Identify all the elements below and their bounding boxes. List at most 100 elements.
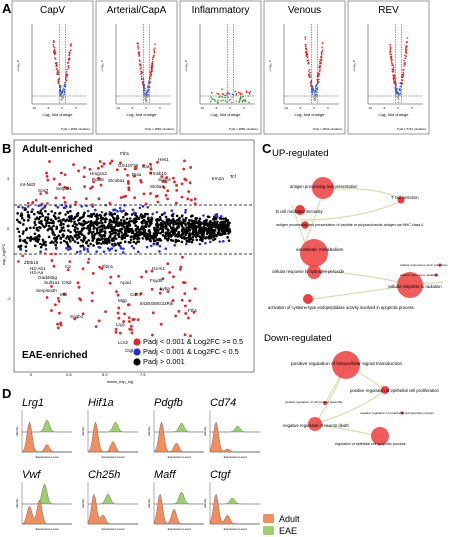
volcano-point [140, 78, 143, 81]
ma-xtick-75: 7.5 [140, 372, 146, 377]
ma-point [53, 236, 57, 240]
ma-point [127, 240, 131, 244]
node-cysteine-endopeptidase [303, 294, 313, 304]
ma-point [163, 236, 167, 240]
ma-point [179, 265, 183, 269]
ma-gene-label: Mgp [118, 298, 127, 303]
ma-point [50, 226, 53, 230]
ma-point [134, 229, 138, 232]
volcano-point [62, 89, 64, 91]
ma-point [188, 218, 191, 222]
ma-point [108, 281, 112, 285]
ma-point [117, 316, 121, 320]
volcano-total: Total = 4886 variables [229, 127, 259, 131]
ma-point [117, 274, 120, 278]
ma-point [44, 243, 48, 247]
ma-point [96, 214, 99, 217]
ma-point [188, 233, 191, 237]
ma-point [48, 221, 52, 225]
ma-point [150, 236, 154, 239]
ma-point [132, 174, 136, 178]
ridge-gene-title: Pdgfb [154, 397, 183, 409]
ma-point [94, 325, 98, 328]
ma-gene-label: Hes1 [158, 157, 169, 162]
term-mhc-class-ii: antigen processing and presentation of p… [276, 223, 423, 227]
volcano-point [151, 60, 154, 63]
ma-point [53, 215, 57, 219]
ma-gene-label: Lrg1 [116, 322, 126, 327]
ma-point [188, 299, 192, 303]
ridge-gene-title: Cd74 [210, 397, 236, 409]
volcano-point [151, 58, 154, 61]
volcano-point [52, 45, 55, 48]
volcano-point [64, 85, 67, 87]
ma-point [208, 220, 212, 223]
ma-point [59, 236, 63, 240]
ma-point [159, 322, 163, 326]
volcano-point [318, 73, 321, 75]
node-hydrogen-peroxide [307, 265, 321, 279]
ma-point [53, 303, 57, 307]
volcano-point [143, 89, 146, 92]
ma-point [185, 240, 189, 243]
volcano-point [141, 81, 144, 83]
ma-legend: Padj < 0.001 & Log2FC >= 0.5 Padj < 0.00… [133, 337, 243, 366]
ma-point [129, 235, 133, 239]
ma-point [134, 213, 137, 217]
volcano-x-tick: -5 [47, 106, 50, 110]
ma-point [98, 225, 101, 229]
ma-point [149, 239, 152, 243]
volcano-point [152, 55, 155, 58]
ma-point [184, 304, 187, 308]
ma-point [71, 224, 75, 228]
ma-point [46, 202, 49, 205]
term-endothelial-apoptosis: negative regulation of endothelial cell … [360, 411, 434, 415]
ma-point [52, 177, 56, 181]
ma-point [145, 245, 149, 249]
term-cysteine: activation of cysteine-type endopeptidas… [268, 305, 414, 310]
ma-point [165, 176, 169, 179]
ma-point [126, 303, 130, 307]
ma-point [165, 218, 169, 222]
volcano-point [61, 90, 63, 93]
volcano-frame [263, 0, 346, 135]
ma-point [136, 318, 140, 322]
ma-point [53, 211, 57, 215]
ma-point [81, 224, 84, 227]
ma-point [100, 235, 103, 239]
ma-point [122, 220, 126, 223]
volcano-point [224, 96, 226, 99]
ma-points [15, 159, 232, 338]
ma-point [95, 250, 98, 253]
volcano-point [391, 68, 394, 70]
volcano-point [222, 99, 224, 102]
volcano-x-tick: -10 [284, 106, 289, 110]
volcano-title: Arterial/CapA [107, 5, 167, 16]
volcano-point [405, 50, 407, 52]
ma-point [180, 298, 184, 302]
volcano-point [140, 66, 142, 69]
ma-gene-label: Gm10736 [118, 163, 139, 168]
ma-point [73, 220, 76, 224]
ma-point [121, 224, 125, 227]
ma-point [155, 219, 159, 223]
ma-point [227, 239, 231, 242]
ma-point [27, 216, 31, 219]
ma-point [77, 285, 81, 289]
ma-point [65, 237, 68, 240]
ma-gene-label: Lcn2 [118, 340, 128, 345]
ma-point [183, 159, 186, 163]
volcano-point [311, 88, 313, 91]
volcano-point [235, 100, 238, 103]
ma-point [39, 209, 43, 212]
ma-point [120, 237, 124, 241]
ridge-x-label: Expression Level [102, 455, 125, 459]
node-intracellular-signal [332, 351, 360, 379]
volcano-point [66, 62, 69, 64]
volcano-point [316, 75, 319, 78]
volcano-point [320, 53, 323, 56]
ma-point [102, 250, 106, 253]
ma-point [202, 227, 205, 230]
ma-point [80, 205, 83, 208]
ma-gene-label: Cd74 [130, 292, 141, 297]
